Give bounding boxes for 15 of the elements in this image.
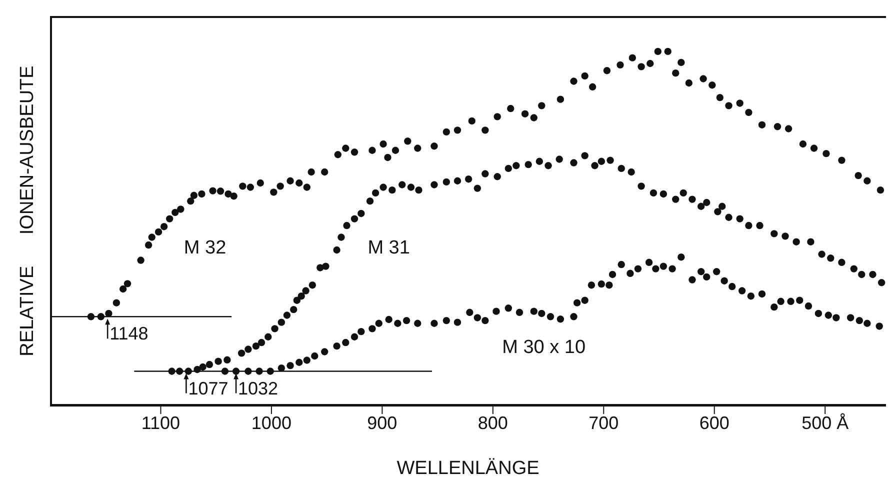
annotation: 1148 [110,324,148,344]
x-tick-label: 700 [588,412,619,433]
series-label: M 32 [184,238,226,259]
x-axis-title: WELLENLÄNGE [396,458,540,479]
annotation: 1032 [238,378,278,398]
x-tick-label: 900 [367,412,398,433]
series-label: M 30 x 10 [502,336,586,358]
y-axis-title: RELATIVE IONEN-AUSBEUTE [17,66,39,356]
x-tick-label: 1000 [251,412,292,433]
x-tick-label: 500 Å [802,412,849,433]
x-tick-label: 800 [478,412,508,433]
x-tick-label: 600 [699,412,730,433]
x-tick-label: 1100 [141,412,180,433]
annotation: 1077 [188,378,228,398]
series-label: M 31 [368,238,410,259]
